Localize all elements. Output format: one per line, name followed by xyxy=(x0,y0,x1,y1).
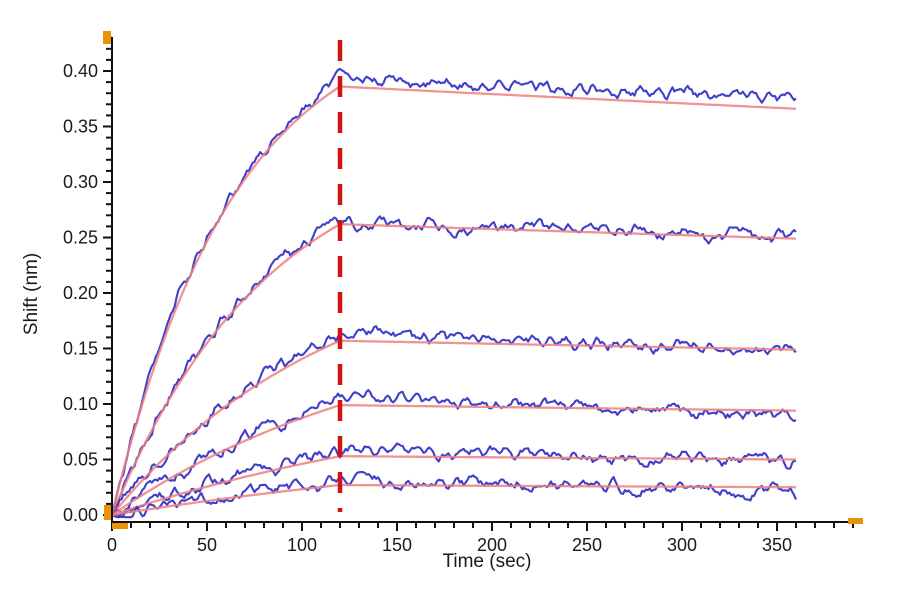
x-tick-label: 350 xyxy=(762,535,792,555)
y-tick-label: 0.30 xyxy=(63,172,98,192)
fit-trace-3 xyxy=(111,339,797,516)
x-axis-right-handle[interactable] xyxy=(848,518,863,524)
x-tick-label: 300 xyxy=(667,535,697,555)
y-tick-label: 0.20 xyxy=(63,283,98,303)
y-tick-label: 0.40 xyxy=(63,61,98,81)
fit-trace-2 xyxy=(110,223,797,516)
y-tick-label: 0.05 xyxy=(63,450,98,470)
y-tick-label: 0.10 xyxy=(63,394,98,414)
fit-trace-5 xyxy=(111,455,796,517)
x-tick-label: 200 xyxy=(477,535,507,555)
y-tick-label: 0.25 xyxy=(63,228,98,248)
x-tick-label: 250 xyxy=(572,535,602,555)
curves-layer xyxy=(110,67,797,519)
fit-trace-4 xyxy=(111,403,797,516)
measured-trace-1 xyxy=(110,67,797,516)
x-tick-label: 0 xyxy=(107,535,117,555)
x-tick-label: 150 xyxy=(382,535,412,555)
measured-trace-2 xyxy=(111,215,797,516)
y-tick-label: 0.35 xyxy=(63,117,98,137)
x-axis-title: Time (sec) xyxy=(442,551,531,572)
fit-trace-6 xyxy=(111,483,797,517)
x-axis-left-handle[interactable] xyxy=(112,523,128,529)
fit-trace-1 xyxy=(110,85,797,516)
y-tick-label: 0.00 xyxy=(63,505,98,525)
x-tick-label: 50 xyxy=(197,535,217,555)
y-axis-title: Shift (nm) xyxy=(21,253,42,335)
x-tick-label: 100 xyxy=(287,535,317,555)
y-tick-label: 0.15 xyxy=(63,339,98,359)
y-axis-bottom-handle[interactable] xyxy=(104,505,111,520)
axes-layer: 0 50 100 150 200 250 300 350 0.00 0.05 0.10 0.15 0.2… xyxy=(63,36,855,555)
y-axis-top-handle[interactable] xyxy=(103,31,111,44)
axis-range-handles-layer xyxy=(103,31,863,529)
measured-trace-3 xyxy=(111,325,797,516)
